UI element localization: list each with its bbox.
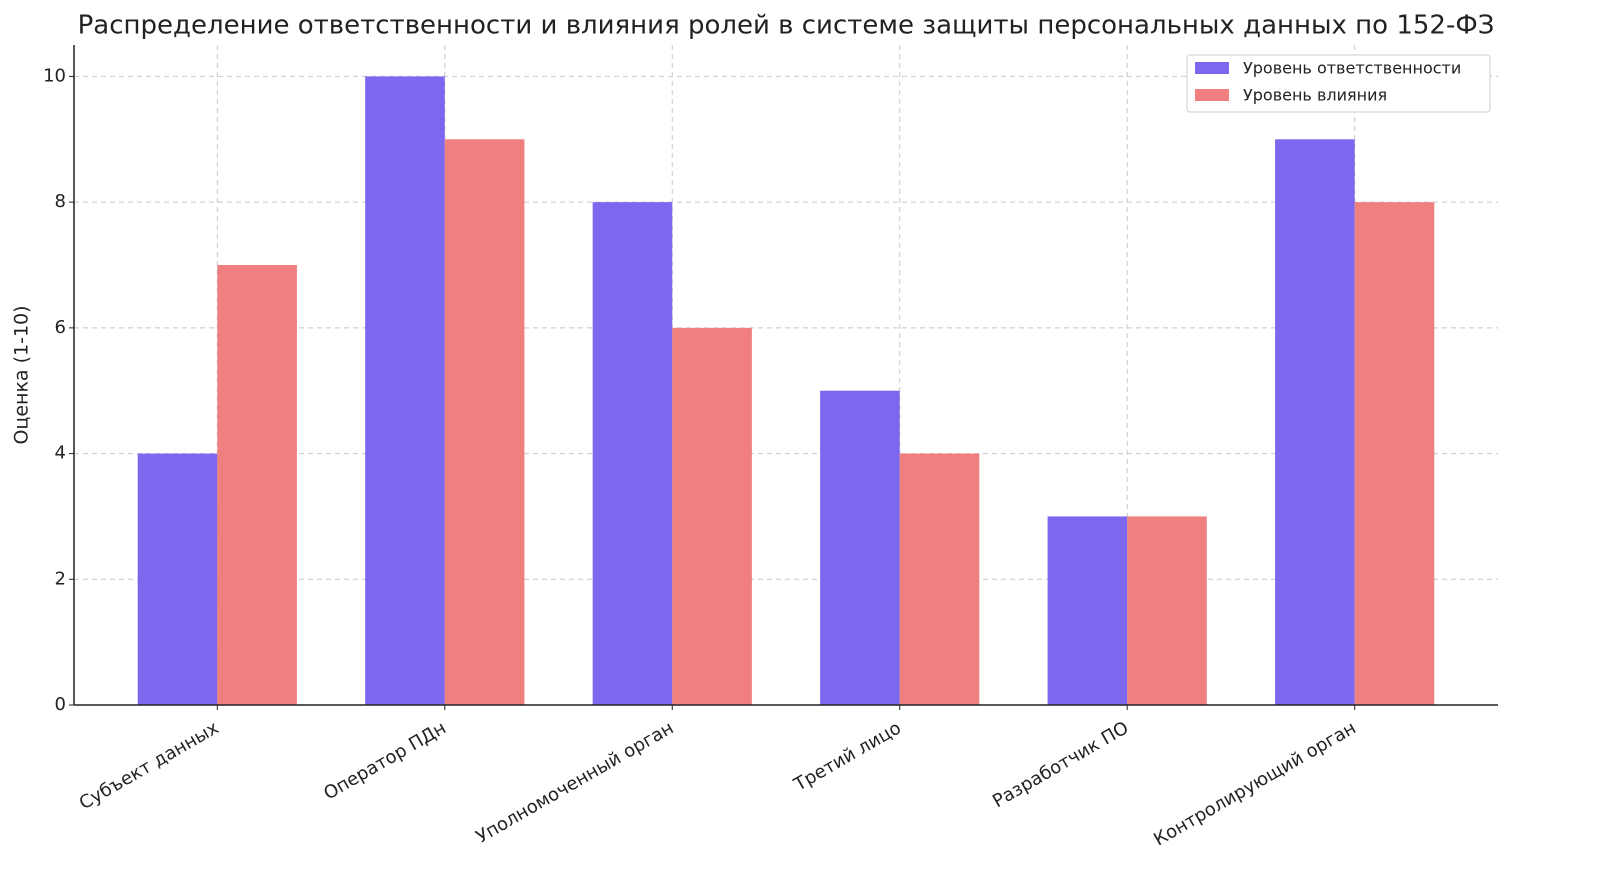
bar <box>1127 516 1207 705</box>
x-tick-label: Уполномоченный орган <box>473 717 678 847</box>
bar <box>1354 202 1435 705</box>
y-tick-label: 6 <box>55 317 66 338</box>
y-axis-label: Оценка (1-10) <box>11 305 33 444</box>
bar <box>899 453 980 705</box>
y-tick-label: 0 <box>55 694 66 715</box>
legend-label: Уровень влияния <box>1243 86 1387 105</box>
bar <box>137 453 218 705</box>
bar <box>592 202 673 705</box>
bar <box>217 265 297 705</box>
y-tick-label: 10 <box>43 65 66 86</box>
x-tick-label: Оператор ПДн <box>320 717 450 804</box>
y-tick-label: 4 <box>55 443 66 464</box>
bar <box>1275 139 1355 706</box>
legend: Уровень ответственности Уровень влияния <box>1186 54 1491 113</box>
bar <box>444 139 525 706</box>
x-tick-label: Субъект данных <box>76 717 223 814</box>
x-tick-label: Контролирующий орган <box>1150 717 1359 850</box>
x-tick-label: Разработчик ПО <box>989 717 1132 812</box>
bar <box>820 390 900 705</box>
legend-swatch <box>1195 62 1229 74</box>
legend-box <box>1186 54 1491 113</box>
chart-title: Распределение ответственности и влияния … <box>78 11 1495 41</box>
y-tick-label: 2 <box>55 568 66 589</box>
bar <box>1047 516 1128 705</box>
legend-swatch <box>1195 89 1229 101</box>
x-tick-label: Третий лицо <box>790 717 905 795</box>
y-tick-label: 8 <box>55 191 66 212</box>
bar <box>672 327 752 705</box>
legend-label: Уровень ответственности <box>1243 59 1461 78</box>
bar <box>365 76 445 705</box>
